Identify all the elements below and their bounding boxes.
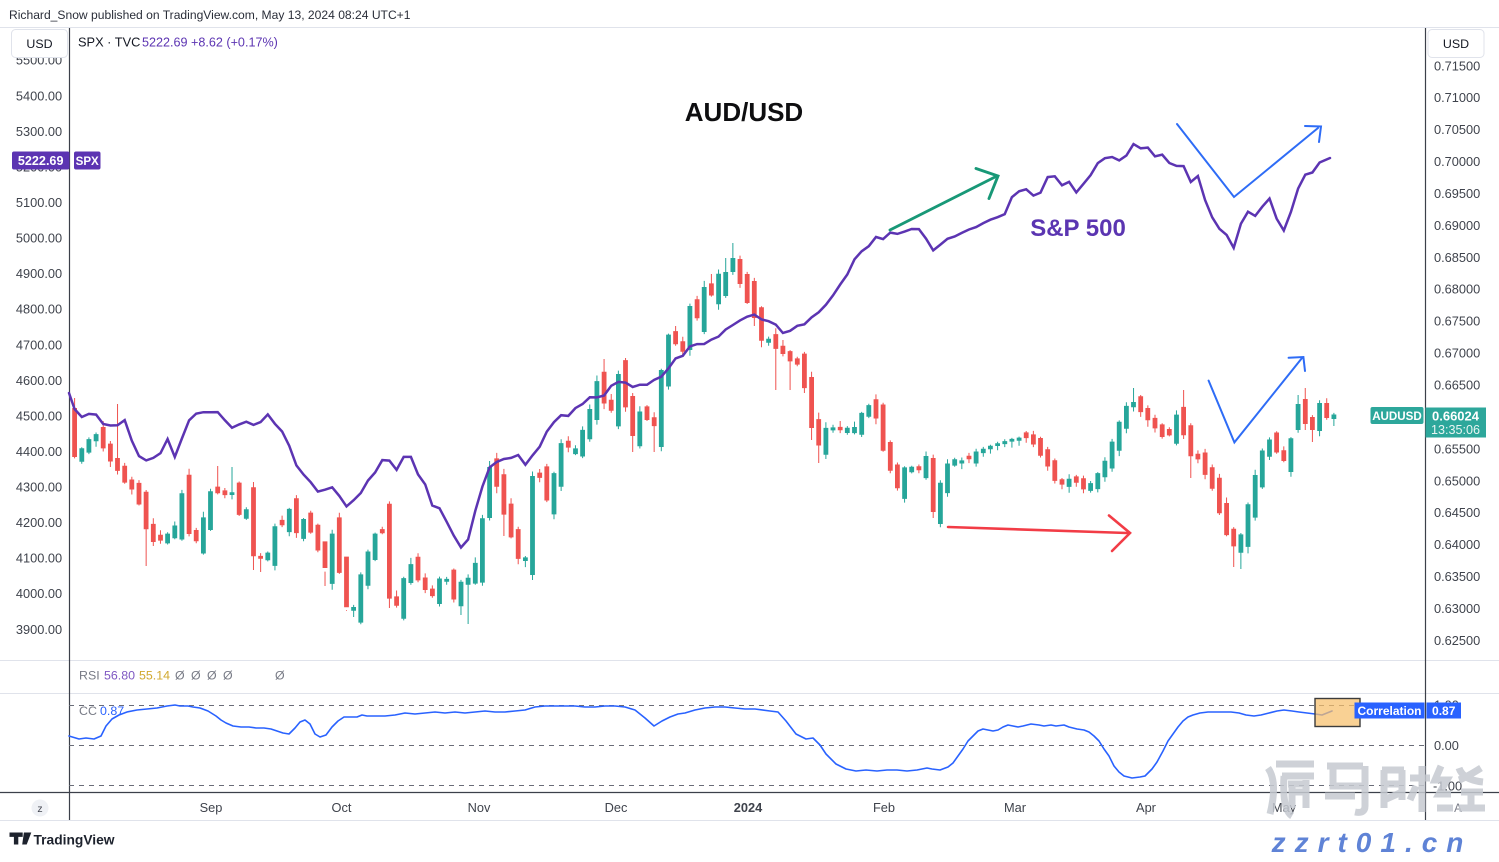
svg-text:Ø: Ø xyxy=(191,669,201,683)
svg-text:Apr: Apr xyxy=(1136,800,1157,815)
svg-text:4800.00: 4800.00 xyxy=(16,302,62,317)
svg-text:0.64500: 0.64500 xyxy=(1434,505,1480,520)
svg-text:0.62500: 0.62500 xyxy=(1434,633,1480,648)
svg-text:Correlation: Correlation xyxy=(1357,704,1421,718)
svg-text:56.80: 56.80 xyxy=(104,669,135,683)
svg-text:13:35:06: 13:35:06 xyxy=(1431,423,1480,437)
svg-text:4600.00: 4600.00 xyxy=(16,373,62,388)
svg-text:Dec: Dec xyxy=(605,800,628,815)
svg-text:0.69500: 0.69500 xyxy=(1434,186,1480,201)
svg-text:5400.00: 5400.00 xyxy=(16,88,62,103)
svg-text:0.00: 0.00 xyxy=(1434,738,1459,753)
svg-text:0.69000: 0.69000 xyxy=(1434,218,1480,233)
svg-text:0.68500: 0.68500 xyxy=(1434,250,1480,265)
svg-text:0.68000: 0.68000 xyxy=(1434,282,1480,297)
svg-text:Ø: Ø xyxy=(275,669,285,683)
svg-text:0.63500: 0.63500 xyxy=(1434,569,1480,584)
svg-text:5000.00: 5000.00 xyxy=(16,231,62,246)
svg-text:zzrt01.cn: zzrt01.cn xyxy=(1271,827,1473,857)
svg-text:55.14: 55.14 xyxy=(139,669,170,683)
svg-text:4700.00: 4700.00 xyxy=(16,337,62,352)
svg-text:4500.00: 4500.00 xyxy=(16,408,62,423)
svg-text:5222.69: 5222.69 xyxy=(18,154,64,168)
svg-text:0.71000: 0.71000 xyxy=(1434,90,1480,105)
svg-text:0.66024: 0.66024 xyxy=(1432,409,1480,424)
svg-text:Nov: Nov xyxy=(468,800,491,815)
svg-text:z: z xyxy=(37,803,42,815)
svg-text:0.67500: 0.67500 xyxy=(1434,314,1480,329)
svg-text:4200.00: 4200.00 xyxy=(16,515,62,530)
svg-text:0.87: 0.87 xyxy=(1432,704,1456,718)
svg-text:RSI: RSI xyxy=(79,669,100,683)
svg-text:AUD/USD: AUD/USD xyxy=(685,97,803,127)
svg-text:0.65000: 0.65000 xyxy=(1434,473,1480,488)
svg-text:4000.00: 4000.00 xyxy=(16,586,62,601)
svg-text:AUDUSD: AUDUSD xyxy=(1372,410,1422,423)
svg-text:Oct: Oct xyxy=(332,800,352,815)
svg-text:S&P 500: S&P 500 xyxy=(1030,215,1126,242)
svg-text:0.66500: 0.66500 xyxy=(1434,378,1480,393)
svg-text:Ø: Ø xyxy=(223,669,233,683)
svg-text:4900.00: 4900.00 xyxy=(16,266,62,281)
svg-text:0.71500: 0.71500 xyxy=(1434,58,1480,73)
svg-text:0.64000: 0.64000 xyxy=(1434,537,1480,552)
svg-text:Ø: Ø xyxy=(175,669,185,683)
svg-text:0.65500: 0.65500 xyxy=(1434,441,1480,456)
svg-text:Richard_Snow published on Trad: Richard_Snow published on TradingView.co… xyxy=(9,8,411,22)
svg-text:SPX · TVC: SPX · TVC xyxy=(78,35,140,50)
svg-text:4400.00: 4400.00 xyxy=(16,444,62,459)
svg-text:3900.00: 3900.00 xyxy=(16,622,62,637)
svg-text:5222.69 +8.62 (+0.17%): 5222.69 +8.62 (+0.17%) xyxy=(142,36,278,50)
svg-text:5100.00: 5100.00 xyxy=(16,195,62,210)
svg-text:0.63000: 0.63000 xyxy=(1434,601,1480,616)
svg-text:5300.00: 5300.00 xyxy=(16,124,62,139)
svg-text:0.87: 0.87 xyxy=(100,704,124,718)
svg-text:0.70000: 0.70000 xyxy=(1434,154,1480,169)
svg-text:2024: 2024 xyxy=(734,800,763,815)
svg-text:CC: CC xyxy=(79,704,97,718)
svg-text:0.70500: 0.70500 xyxy=(1434,122,1480,137)
svg-text:A: A xyxy=(1454,803,1462,815)
svg-text:USD: USD xyxy=(26,37,52,51)
svg-text:0.67000: 0.67000 xyxy=(1434,346,1480,361)
svg-text:Sep: Sep xyxy=(200,800,223,815)
svg-text:4100.00: 4100.00 xyxy=(16,551,62,566)
svg-text:USD: USD xyxy=(1443,37,1469,51)
svg-text:Feb: Feb xyxy=(873,800,895,815)
svg-text:4300.00: 4300.00 xyxy=(16,480,62,495)
svg-text:Ø: Ø xyxy=(207,669,217,683)
svg-text:SPX: SPX xyxy=(76,155,99,168)
svg-text:TradingView: TradingView xyxy=(34,833,115,848)
svg-text:Mar: Mar xyxy=(1004,800,1027,815)
